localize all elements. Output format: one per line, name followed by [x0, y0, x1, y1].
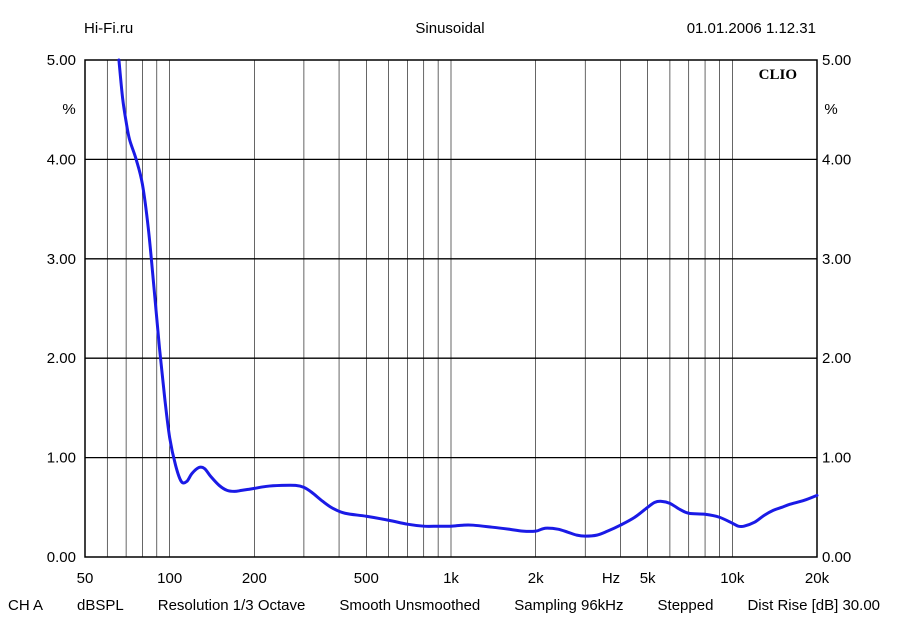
footer-channel: CH A: [8, 597, 44, 614]
y-tick-label-left: 2.00: [47, 350, 76, 367]
y-tick-label-right: 5.00: [822, 52, 851, 69]
y-unit-label-left: %: [62, 101, 75, 118]
y-tick-label-right: 3.00: [822, 251, 851, 268]
x-tick-label: 5k: [640, 570, 656, 587]
y-tick-label-left: 3.00: [47, 251, 76, 268]
header-timestamp: 01.01.2006 1.12.31: [686, 20, 816, 37]
x-tick-label: 2k: [528, 570, 544, 587]
y-tick-labels-left: 0.00 1.00 2.00 3.00 4.00 5.00: [47, 52, 76, 566]
y-unit-label-right: %: [824, 101, 837, 118]
footer-sampling: Sampling 96kHz: [514, 597, 624, 614]
x-tick-label: 100: [157, 570, 182, 587]
x-tick-label: 500: [354, 570, 379, 587]
x-tick-label: 20k: [805, 570, 830, 587]
header-left-label: Hi-Fi.ru: [84, 20, 134, 37]
distortion-curve: [117, 58, 819, 538]
x-tick-label: 10k: [720, 570, 745, 587]
x-tick-label: 200: [242, 570, 267, 587]
x-tick-label: 1k: [443, 570, 459, 587]
y-gridlines: [85, 158, 817, 459]
x-unit-label: Hz: [602, 570, 620, 587]
header-center-label: Sinusoidal: [415, 20, 485, 37]
footer-info-bar: CH A dBSPL Resolution 1/3 Octave Smooth …: [8, 597, 880, 614]
footer-smooth: Smooth Unsmoothed: [339, 597, 481, 614]
footer-unit: dBSPL: [77, 597, 124, 614]
y-tick-labels-right: 0.00 1.00 2.00 3.00 4.00 5.00: [822, 52, 851, 566]
clio-logo: CLIO: [759, 67, 797, 83]
footer-resolution: Resolution 1/3 Octave: [157, 597, 306, 614]
y-tick-label-left: 1.00: [47, 450, 76, 467]
x-tick-label: 50: [77, 570, 94, 587]
y-tick-label-right: 1.00: [822, 450, 851, 467]
y-tick-label-right: 2.00: [822, 350, 851, 367]
x-gridlines: [106, 60, 733, 557]
y-tick-label-left: 5.00: [47, 52, 76, 69]
footer-dist-rise: Dist Rise [dB] 30.00: [747, 597, 880, 614]
y-tick-label-left: 0.00: [47, 549, 76, 566]
plot-frame: [84, 59, 818, 558]
x-tick-labels: 50 100 200 500 1k 2k 5k 10k 20k: [77, 570, 830, 587]
y-tick-label-right: 0.00: [822, 549, 851, 566]
y-tick-label-left: 4.00: [47, 151, 76, 168]
y-tick-label-right: 4.00: [822, 151, 851, 168]
footer-mode: Stepped: [657, 597, 714, 614]
